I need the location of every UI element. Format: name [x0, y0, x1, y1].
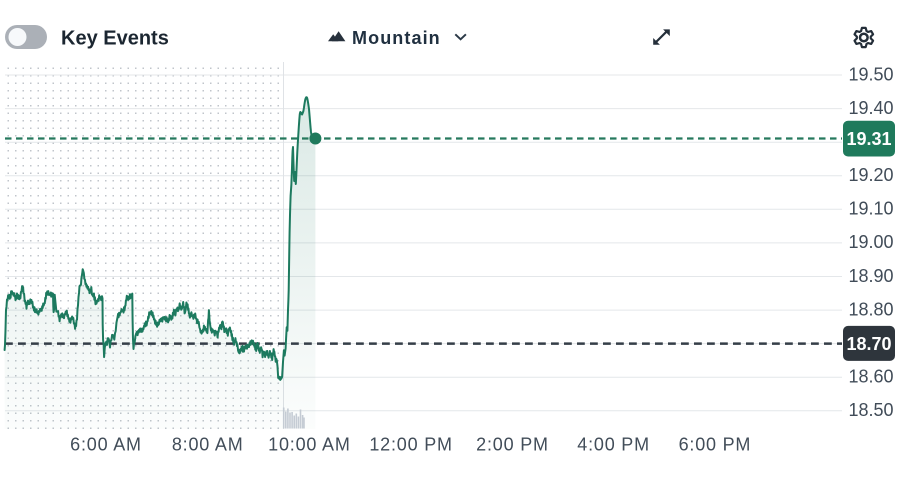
- svg-text:19.31: 19.31: [846, 129, 891, 149]
- svg-text:18.60: 18.60: [848, 367, 893, 387]
- svg-text:19.40: 19.40: [848, 98, 893, 118]
- svg-text:18.50: 18.50: [848, 400, 893, 420]
- svg-text:8:00 AM: 8:00 AM: [172, 435, 244, 455]
- svg-text:19.20: 19.20: [848, 165, 893, 185]
- svg-text:4:00 PM: 4:00 PM: [577, 435, 650, 455]
- svg-text:18.90: 18.90: [848, 266, 893, 286]
- svg-text:6:00 PM: 6:00 PM: [679, 435, 752, 455]
- svg-text:19.50: 19.50: [848, 64, 893, 84]
- svg-text:6:00 AM: 6:00 AM: [70, 435, 142, 455]
- svg-text:18.70: 18.70: [846, 334, 891, 354]
- svg-text:12:00 PM: 12:00 PM: [369, 435, 452, 455]
- svg-text:18.80: 18.80: [848, 299, 893, 319]
- svg-text:19.00: 19.00: [848, 232, 893, 252]
- svg-text:2:00 PM: 2:00 PM: [476, 435, 549, 455]
- svg-text:Mountain: Mountain: [352, 28, 441, 48]
- svg-text:10:00 AM: 10:00 AM: [268, 435, 350, 455]
- svg-text:Key Events: Key Events: [61, 27, 169, 49]
- svg-text:19.10: 19.10: [848, 199, 893, 219]
